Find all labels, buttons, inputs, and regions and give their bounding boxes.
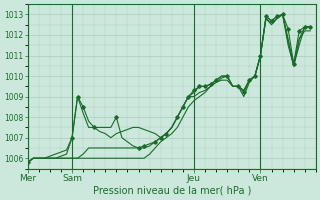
X-axis label: Pression niveau de la mer( hPa ): Pression niveau de la mer( hPa ) <box>92 186 251 196</box>
